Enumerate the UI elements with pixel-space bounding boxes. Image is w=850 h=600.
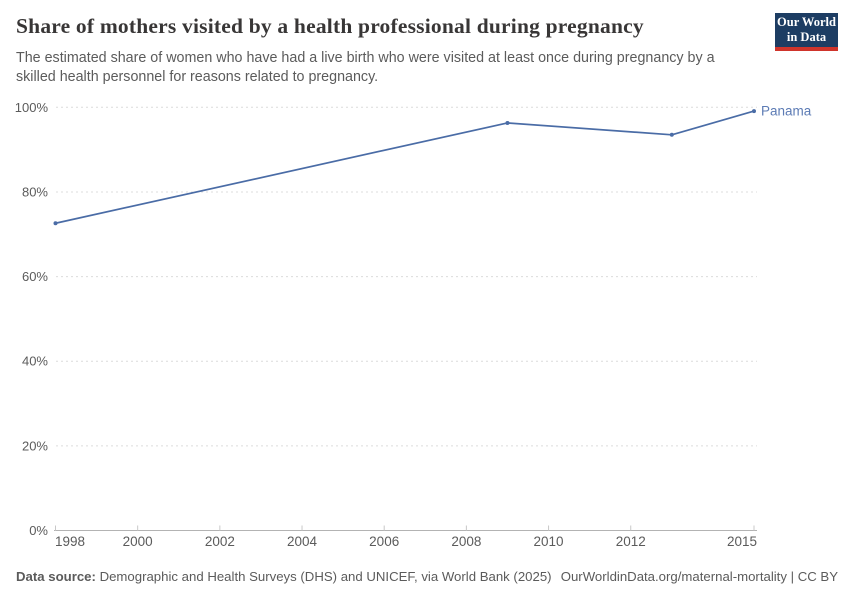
y-axis-label: 20% bbox=[22, 438, 48, 453]
y-axis-label: 0% bbox=[29, 523, 48, 538]
page-title: Share of mothers visited by a health pro… bbox=[16, 14, 644, 38]
x-axis-label: 2015 bbox=[727, 534, 757, 549]
x-axis-label: 2012 bbox=[616, 534, 646, 549]
data-source-label: Data source: bbox=[16, 569, 96, 584]
x-axis-label: 2010 bbox=[534, 534, 564, 549]
logo-text-line1: Our World bbox=[777, 15, 836, 30]
x-axis-label: 1998 bbox=[55, 534, 85, 549]
data-source-text: Demographic and Health Surveys (DHS) and… bbox=[99, 569, 552, 584]
chart-subtitle: The estimated share of women who have ha… bbox=[16, 50, 715, 85]
y-axis-label: 60% bbox=[22, 269, 48, 284]
data-series-line bbox=[54, 110, 755, 225]
x-axis-label: 2002 bbox=[205, 534, 235, 549]
y-axis-label: 40% bbox=[22, 354, 48, 369]
owid-logo[interactable]: Our World in Data bbox=[775, 13, 838, 51]
data-point-marker bbox=[752, 109, 756, 114]
x-axis-label: 2004 bbox=[287, 534, 318, 549]
data-point-marker bbox=[669, 132, 674, 137]
x-axis-label: 2000 bbox=[123, 534, 153, 549]
data-point-marker bbox=[53, 221, 58, 226]
citation-link[interactable]: OurWorldinData.org/maternal-mortality | … bbox=[560, 569, 838, 584]
y-axis-label: 100% bbox=[15, 100, 49, 115]
data-source: Data source: Demographic and Health Surv… bbox=[16, 569, 552, 584]
data-point-marker bbox=[505, 120, 510, 125]
series-label: Panama bbox=[761, 104, 812, 119]
y-axis-label: 80% bbox=[22, 184, 48, 199]
logo-text-line2: in Data bbox=[786, 30, 827, 44]
x-axis-label: 2006 bbox=[369, 534, 399, 549]
x-axis-label: 2008 bbox=[451, 534, 481, 549]
chart-footer: Data source: Demographic and Health Surv… bbox=[16, 569, 838, 584]
